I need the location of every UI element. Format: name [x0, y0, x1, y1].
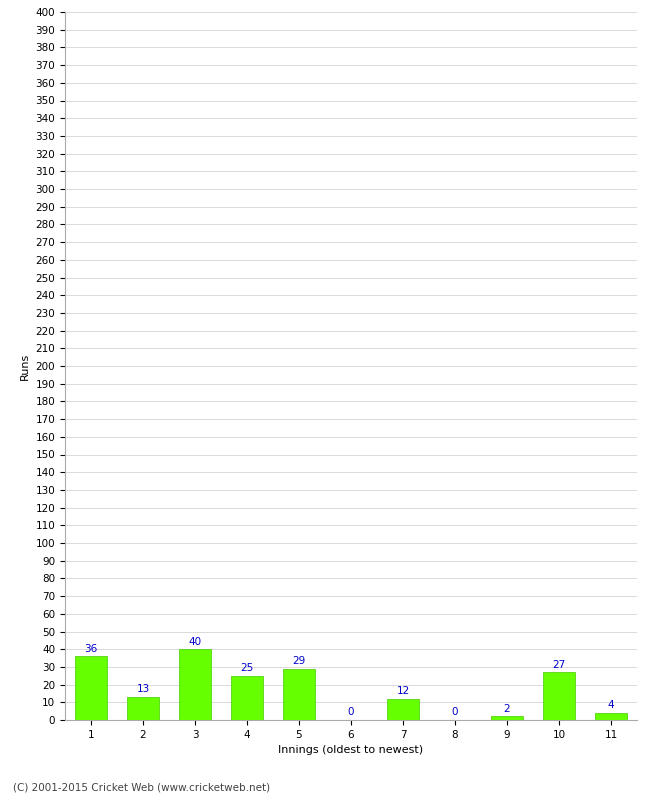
- Bar: [75, 656, 107, 720]
- Text: 12: 12: [396, 686, 410, 696]
- Text: 0: 0: [452, 707, 458, 718]
- Text: 29: 29: [292, 656, 306, 666]
- Text: 36: 36: [84, 644, 98, 654]
- Text: 4: 4: [608, 700, 614, 710]
- Bar: [231, 676, 263, 720]
- Text: 0: 0: [348, 707, 354, 718]
- Text: (C) 2001-2015 Cricket Web (www.cricketweb.net): (C) 2001-2015 Cricket Web (www.cricketwe…: [13, 782, 270, 792]
- Text: 40: 40: [188, 637, 202, 646]
- Y-axis label: Runs: Runs: [20, 352, 30, 380]
- Bar: [283, 669, 315, 720]
- Bar: [595, 713, 627, 720]
- X-axis label: Innings (oldest to newest): Innings (oldest to newest): [278, 746, 424, 755]
- Text: 13: 13: [136, 684, 150, 694]
- Bar: [543, 672, 575, 720]
- Text: 27: 27: [552, 659, 566, 670]
- Bar: [387, 698, 419, 720]
- Bar: [491, 717, 523, 720]
- Text: 2: 2: [504, 704, 510, 714]
- Bar: [179, 650, 211, 720]
- Text: 25: 25: [240, 663, 254, 673]
- Bar: [127, 697, 159, 720]
